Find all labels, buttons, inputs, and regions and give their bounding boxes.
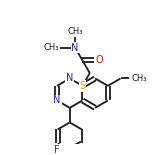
Text: F: F: [54, 145, 60, 155]
Text: CH₃: CH₃: [67, 27, 83, 36]
Text: CH₃: CH₃: [43, 43, 59, 52]
Text: O: O: [95, 55, 103, 65]
Text: N: N: [71, 43, 79, 53]
Text: N: N: [66, 73, 73, 84]
Text: S: S: [79, 81, 85, 91]
Text: N: N: [53, 95, 61, 106]
Text: CH₃: CH₃: [132, 74, 147, 83]
